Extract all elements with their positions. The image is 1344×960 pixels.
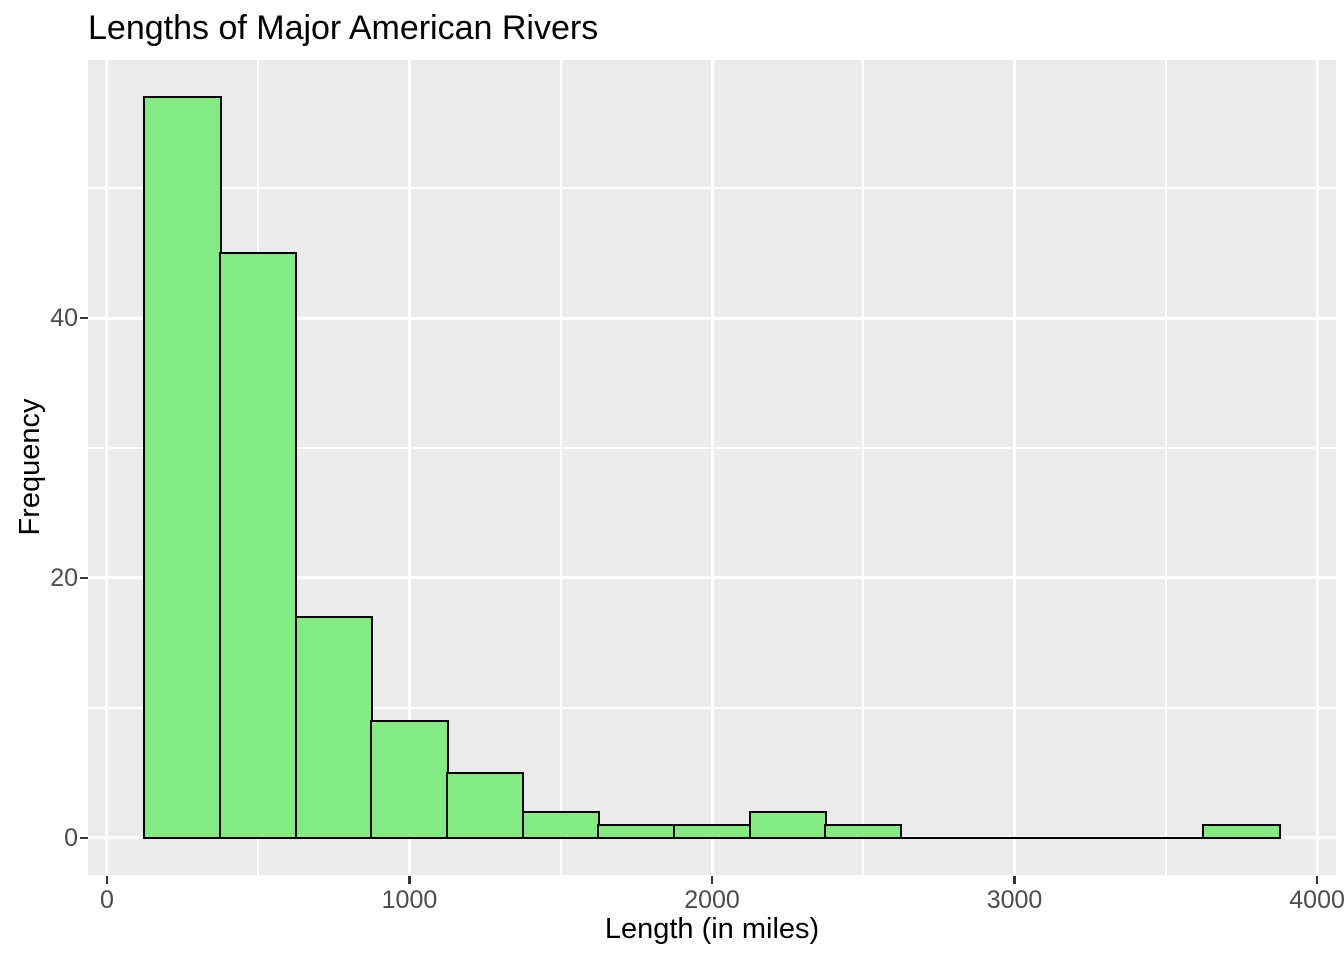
grid-major-vertical	[1315, 60, 1319, 875]
x-axis-tick	[710, 875, 714, 884]
histogram-zero-bin	[899, 836, 979, 840]
y-axis-title: Frequency	[14, 398, 46, 536]
y-axis-tick	[79, 316, 88, 320]
x-axis-tick	[105, 875, 109, 884]
histogram-bar	[219, 251, 298, 840]
histogram-bar	[748, 810, 827, 840]
x-axis-title: Length (in miles)	[604, 913, 820, 945]
grid-minor-vertical	[862, 60, 865, 875]
x-axis-tick	[408, 875, 411, 884]
histogram-zero-bin	[975, 836, 1054, 840]
grid-minor-vertical	[1165, 60, 1167, 875]
grid-major-vertical	[407, 60, 411, 875]
histogram-zero-bin	[1051, 836, 1130, 840]
y-axis-tick	[79, 576, 88, 580]
grid-minor-vertical	[559, 60, 562, 875]
chart-title: Lengths of Major American Rivers	[88, 9, 599, 47]
x-tick-label: 1000	[381, 886, 438, 914]
y-tick-label: 40	[50, 304, 78, 333]
grid-major-vertical	[105, 60, 109, 875]
histogram-zero-bin	[1126, 836, 1205, 840]
x-tick-label: 4000	[1289, 886, 1344, 914]
plot-panel	[88, 60, 1336, 875]
histogram-bar	[597, 823, 676, 840]
grid-major-vertical	[710, 60, 714, 875]
histogram-bar	[521, 810, 600, 840]
y-tick-label: 20	[50, 563, 78, 592]
histogram-bar	[294, 615, 373, 840]
grid-major-horizontal	[88, 576, 1336, 580]
histogram-bar	[672, 823, 752, 840]
histogram-bar	[445, 771, 525, 840]
grid-major-vertical	[1013, 60, 1017, 875]
x-tick-label: 0	[99, 886, 114, 914]
x-tick-label: 2000	[684, 886, 740, 914]
y-axis-tick	[79, 836, 88, 840]
x-axis-tick	[1013, 875, 1016, 884]
histogram-bar	[143, 95, 222, 840]
x-axis-tick	[1315, 875, 1319, 884]
grid-major-horizontal	[88, 316, 1336, 320]
histogram-bar	[824, 823, 903, 840]
histogram-bar	[370, 719, 449, 840]
y-tick-label: 0	[64, 823, 78, 852]
x-tick-label: 3000	[986, 886, 1043, 914]
histogram-bar	[1202, 823, 1281, 840]
